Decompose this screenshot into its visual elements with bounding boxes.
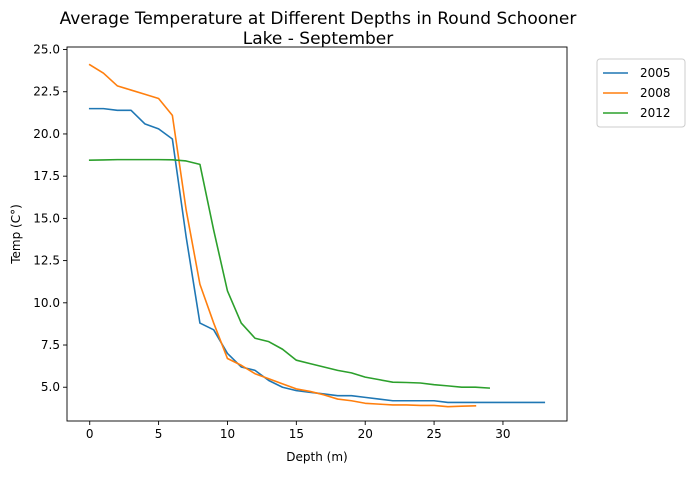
legend: 2005 2008 2012 [596,58,686,128]
x-axis-label: Depth (m) [286,450,347,464]
axes-border [66,46,568,422]
y-tick-label: 20.0 [33,127,60,141]
x-tick-label: 15 [289,427,304,441]
y-tick-label: 25.0 [33,43,60,57]
y-tick-label: 17.5 [33,169,60,183]
x-tick-label: 0 [86,427,94,441]
y-tick-label: 15.0 [33,211,60,225]
x-tick-label: 30 [495,427,510,441]
x-tick-label: 10 [220,427,235,441]
y-tick-label: 22.5 [33,85,60,99]
legend-label-2012: 2012 [640,106,671,120]
chart-title-line-1: Average Temperature at Different Depths … [60,9,577,29]
chart-title: Average Temperature at Different Depths … [60,9,577,49]
legend-box [596,58,686,128]
y-axis: 5.0 7.5 10.0 12.5 15.0 17.5 20.0 22.5 25.0 Temp (… [9,43,67,394]
x-tick-label: 25 [426,427,441,441]
chart-title-line-2: Lake - September [243,29,394,49]
y-tick-label: 10.0 [33,296,60,310]
plot-area [67,47,567,421]
plot-background [67,47,567,421]
series-line-2012 [88,158,491,389]
y-tick-label: 7.5 [41,338,60,352]
legend-label-2008: 2008 [640,86,671,100]
x-axis: 0 5 10 15 20 25 30 Depth (m) [86,421,511,464]
x-tick-label: 5 [155,427,163,441]
series-lines [88,63,546,408]
y-tick-label: 12.5 [33,254,60,268]
axes-frame [66,46,568,422]
x-tick-label: 20 [358,427,373,441]
series-line-2008 [88,63,477,408]
y-axis-label: Temp (C°) [9,204,23,265]
y-tick-label: 5.0 [41,380,60,394]
legend-label-2005: 2005 [640,66,671,80]
